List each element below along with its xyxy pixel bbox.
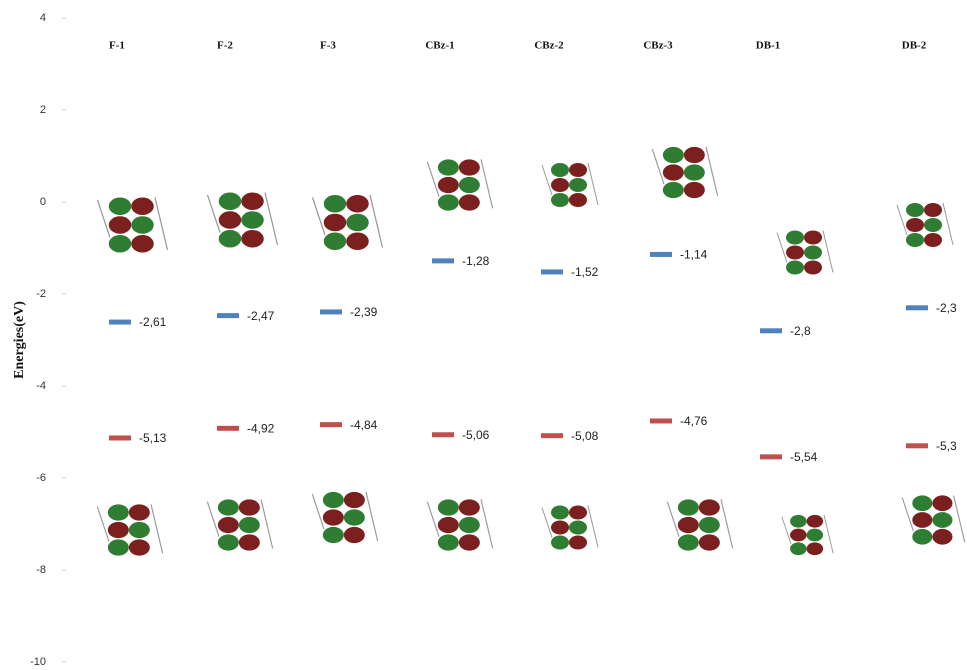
value-label: -4,92 xyxy=(247,421,275,435)
energy-level-bar xyxy=(760,454,782,459)
category-label: CBz-2 xyxy=(534,40,564,52)
energy-level-bar xyxy=(109,320,131,325)
energy-level-bar xyxy=(541,269,563,274)
orbital-images xyxy=(97,147,964,556)
y-tick-label: -6 xyxy=(36,472,46,484)
y-tick-label: 4 xyxy=(40,12,46,24)
value-label: -5,06 xyxy=(462,428,490,442)
y-tick-label: -8 xyxy=(36,564,46,576)
value-label: -1,28 xyxy=(462,254,490,268)
value-label: -5,3 xyxy=(936,439,957,453)
category-label: F-1 xyxy=(109,40,125,52)
energy-level-bar xyxy=(320,309,342,314)
value-label: -5,54 xyxy=(790,450,818,464)
energy-level-bar xyxy=(320,422,342,427)
y-tick-label: -4 xyxy=(36,380,46,392)
value-label: -2,47 xyxy=(247,309,275,323)
chart: Energies(eV) -10 -8 -6 -4 -2 0 2 4 F-1 F-2 F-3 CBz-… xyxy=(0,0,967,670)
y-tick-label: 2 xyxy=(40,104,46,116)
y-axis-title: Energies(eV) xyxy=(12,301,27,379)
energy-level-bar xyxy=(906,443,928,448)
energy-level-bar xyxy=(650,252,672,257)
category-label: CBz-1 xyxy=(425,40,454,52)
energy-level-bar xyxy=(109,435,131,440)
energy-level-bar xyxy=(760,328,782,333)
y-tick-label: 0 xyxy=(40,196,46,208)
y-tick-label: -10 xyxy=(30,656,46,668)
value-label: -2,8 xyxy=(790,324,811,338)
energy-level-bar xyxy=(217,313,239,318)
category-label: DB-2 xyxy=(902,40,927,52)
value-label: -4,76 xyxy=(680,414,708,428)
value-label: -4,84 xyxy=(350,418,378,432)
value-label: -2,3 xyxy=(936,301,957,315)
category-label: CBz-3 xyxy=(643,40,673,52)
category-label: F-2 xyxy=(217,40,233,52)
value-label: -1,52 xyxy=(571,265,599,279)
value-label: -2,39 xyxy=(350,305,378,319)
y-tick-label: -2 xyxy=(36,288,46,300)
energy-level-bar xyxy=(432,432,454,437)
energy-level-bar xyxy=(432,258,454,263)
category-label: F-3 xyxy=(320,40,336,52)
energy-level-bar xyxy=(217,426,239,431)
value-label: -1,14 xyxy=(680,248,708,262)
category-label: DB-1 xyxy=(756,40,780,52)
value-label: -2,61 xyxy=(139,315,167,329)
energy-level-bar xyxy=(650,418,672,423)
value-label: -5,13 xyxy=(139,431,167,445)
energy-level-bar xyxy=(541,433,563,438)
energy-level-bar xyxy=(906,305,928,310)
value-label: -5,08 xyxy=(571,429,599,443)
